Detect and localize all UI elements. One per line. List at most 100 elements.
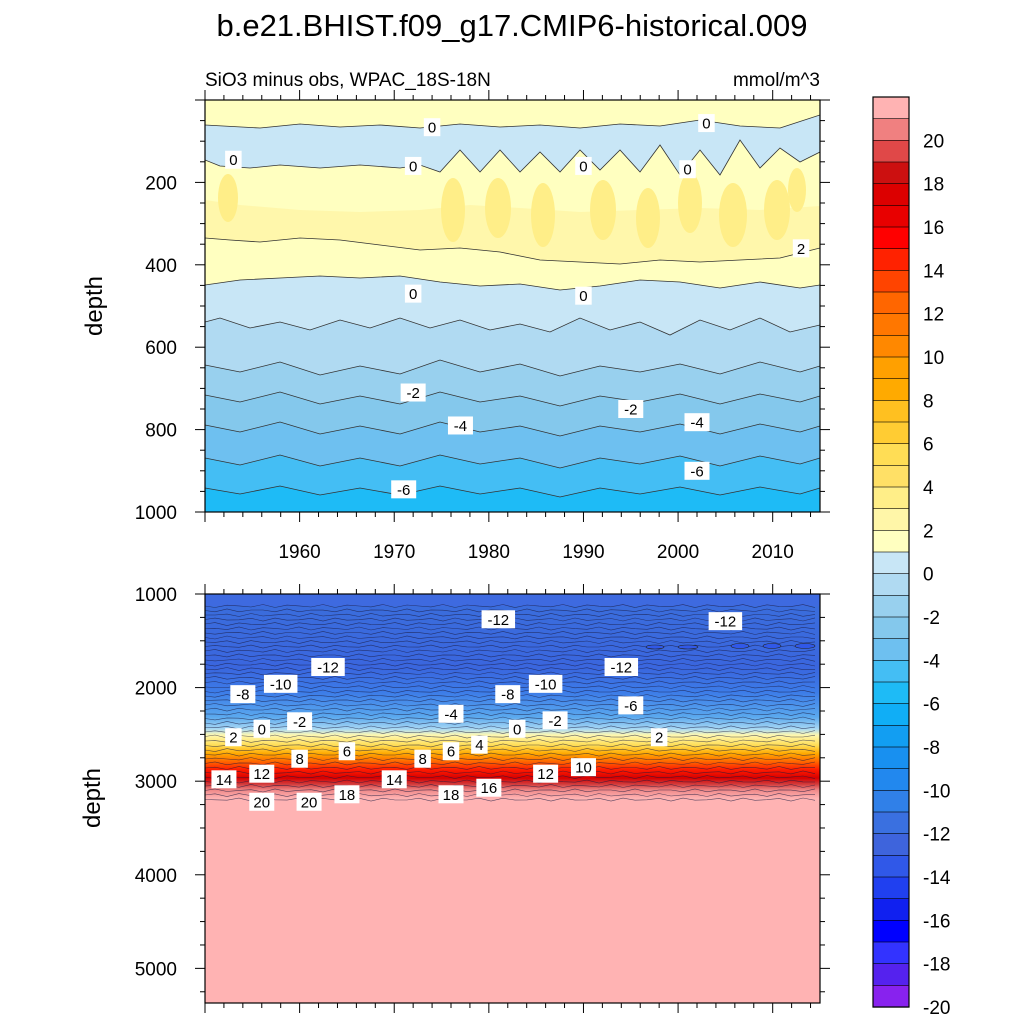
colorbar-swatch bbox=[872, 985, 910, 1008]
upper-contour-label: -6 bbox=[391, 480, 417, 499]
lower-contour-label: 20 bbox=[249, 792, 275, 811]
svg-text:-4: -4 bbox=[444, 706, 457, 723]
svg-text:18: 18 bbox=[443, 787, 460, 804]
colorbar-swatch bbox=[872, 140, 910, 163]
upper-contour-label: -2 bbox=[400, 383, 426, 402]
colorbar-swatch bbox=[872, 941, 910, 965]
colorbar-swatch bbox=[872, 313, 910, 336]
lower-contour-label: 6 bbox=[442, 742, 460, 761]
lower-contour-label: 16 bbox=[476, 778, 502, 797]
colorbar-swatch bbox=[872, 811, 910, 835]
upper-xtick-label: 1970 bbox=[373, 542, 415, 563]
colorbar-swatch bbox=[872, 335, 910, 358]
lower-contour-label: 2 bbox=[650, 728, 668, 747]
colorbar-swatch bbox=[872, 833, 910, 856]
upper-contour-labels: 0 0 0 0 0 0 2 0 0 -2 -2 -4 -4 -6 -6 bbox=[225, 114, 810, 499]
lower-contour-label: 8 bbox=[414, 749, 431, 768]
svg-text:-12: -12 bbox=[317, 660, 339, 677]
colorbar-swatch bbox=[872, 746, 910, 770]
lower-contour-label: 6 bbox=[338, 742, 356, 761]
svg-text:8: 8 bbox=[295, 751, 303, 768]
svg-text:2: 2 bbox=[797, 241, 805, 258]
colorbar-swatch bbox=[872, 356, 910, 380]
colorbar-swatch bbox=[872, 681, 910, 705]
colorbar-swatch bbox=[872, 725, 910, 748]
upper-xtick-label: 1990 bbox=[562, 542, 604, 563]
colorbar-swatch bbox=[872, 573, 910, 596]
colorbar-swatch bbox=[872, 205, 910, 228]
upper-ytick-label: 800 bbox=[145, 421, 177, 442]
colorbar-label: -4 bbox=[923, 651, 940, 672]
lower-contour-label: 4 bbox=[471, 735, 488, 754]
lower-min-blobs bbox=[645, 643, 816, 650]
lower-contour-line bbox=[205, 766, 816, 770]
colorbar-label: -12 bbox=[923, 825, 950, 846]
svg-text:-4: -4 bbox=[690, 415, 703, 432]
lower-contour-label: -6 bbox=[618, 696, 644, 715]
upper-xtick-label: 1980 bbox=[468, 542, 510, 563]
upper-contour-label: 0 bbox=[575, 156, 592, 175]
lower-contour-labels: -12 -12-12 -12-10 -10-8 -8-6-4-2 -20 02 246 68 8 1… bbox=[211, 610, 743, 811]
svg-text:14: 14 bbox=[216, 772, 233, 789]
lower-contour-label: 18 bbox=[334, 785, 360, 804]
chart-subtitle: SiO3 minus obs, WPAC_18S-18N bbox=[205, 70, 491, 91]
upper-band-neg0b bbox=[205, 276, 820, 335]
lower-ytick-label: 1000 bbox=[135, 585, 177, 606]
lower-contour-label: 14 bbox=[211, 770, 237, 789]
svg-text:6: 6 bbox=[343, 744, 351, 761]
colorbar-label: 10 bbox=[923, 348, 944, 369]
colorbar-swatch bbox=[872, 595, 910, 618]
upper-contour-label: 2 bbox=[792, 239, 810, 258]
svg-text:0: 0 bbox=[229, 152, 237, 169]
colorbar-label: -20 bbox=[923, 998, 950, 1019]
colorbar-label: -14 bbox=[923, 868, 951, 889]
lower-contour-line bbox=[205, 707, 816, 712]
colorbar-label: -18 bbox=[923, 955, 950, 976]
upper-contour-label: -6 bbox=[684, 461, 710, 480]
colorbar-swatch bbox=[872, 183, 910, 206]
colorbar-swatch bbox=[872, 530, 910, 553]
colorbar-swatch bbox=[872, 378, 910, 401]
colorbar-swatch bbox=[872, 703, 910, 726]
upper-contour-label: 0 bbox=[575, 286, 592, 305]
lower-contour-label: 0 bbox=[508, 719, 526, 738]
lower-contour-line bbox=[205, 676, 816, 680]
lower-y-axis-label: depth bbox=[79, 768, 106, 828]
colorbar-label: 6 bbox=[923, 435, 934, 456]
lower-ytick-label: 4000 bbox=[135, 866, 177, 887]
lower-ytick-label: 5000 bbox=[135, 959, 177, 980]
lower-contour-line bbox=[205, 658, 816, 662]
svg-text:0: 0 bbox=[579, 288, 587, 305]
upper-y-axis-label: depth bbox=[81, 276, 108, 336]
colorbar-label: 4 bbox=[923, 478, 934, 499]
colorbar-swatch bbox=[872, 443, 910, 466]
svg-text:14: 14 bbox=[386, 772, 403, 789]
svg-text:18: 18 bbox=[339, 787, 356, 804]
colorbar-swatch bbox=[872, 508, 910, 531]
lower-contour-line bbox=[205, 743, 816, 748]
lower-contour-label: -12 bbox=[481, 610, 516, 629]
svg-text:12: 12 bbox=[537, 766, 554, 783]
svg-text:12: 12 bbox=[253, 766, 270, 783]
svg-text:16: 16 bbox=[481, 780, 498, 797]
lower-contour-line bbox=[205, 644, 816, 649]
colorbar-label: 0 bbox=[923, 565, 934, 586]
svg-text:4: 4 bbox=[475, 737, 483, 754]
upper-ytick-label: 200 bbox=[145, 173, 177, 194]
colorbar-swatch bbox=[872, 920, 910, 943]
colorbar-label: -2 bbox=[923, 608, 940, 629]
svg-text:2: 2 bbox=[229, 730, 237, 747]
lower-contour-label: 12 bbox=[249, 764, 275, 783]
lower-contour-label: -8 bbox=[495, 685, 521, 704]
upper-contour-label: -2 bbox=[618, 400, 644, 419]
colorbar-label: 12 bbox=[923, 305, 944, 326]
upper-max-1 bbox=[218, 174, 238, 222]
lower-contour-line bbox=[205, 680, 816, 685]
upper-contour-label: 0 bbox=[225, 150, 242, 169]
lower-contour-label: 12 bbox=[533, 764, 559, 783]
svg-text:-12: -12 bbox=[487, 612, 509, 629]
upper-band-neg7 bbox=[205, 486, 820, 512]
